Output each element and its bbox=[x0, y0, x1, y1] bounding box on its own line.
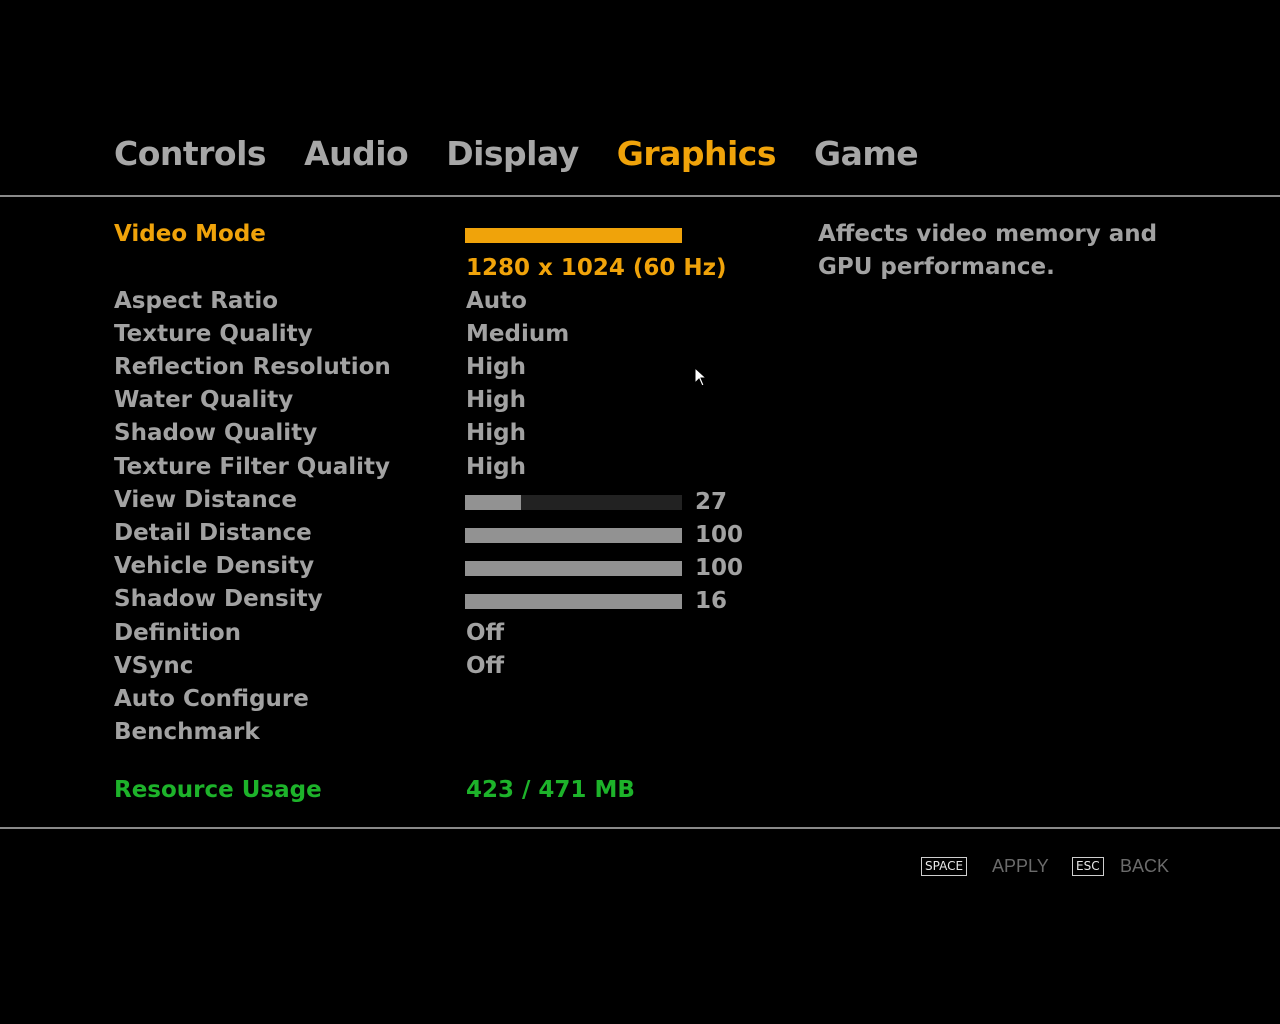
setting-texture-filter-quality[interactable]: Texture Filter Quality High bbox=[0, 453, 1280, 486]
tab-display[interactable]: Display bbox=[446, 134, 579, 173]
setting-label: Definition bbox=[114, 620, 242, 646]
setting-value: High bbox=[466, 354, 526, 380]
tab-graphics[interactable]: Graphics bbox=[616, 134, 777, 173]
shadow-density-value: 16 bbox=[695, 588, 728, 614]
setting-label: Texture Filter Quality bbox=[114, 454, 391, 480]
vehicle-density-slider[interactable] bbox=[465, 561, 682, 576]
shadow-density-slider-fill bbox=[465, 594, 682, 609]
esc-key-icon: ESC bbox=[1072, 857, 1104, 876]
mouse-cursor-icon bbox=[694, 367, 708, 387]
setting-value: High bbox=[466, 420, 526, 446]
setting-label: Auto Configure bbox=[114, 686, 309, 712]
setting-label: Texture Quality bbox=[114, 321, 313, 347]
setting-value: High bbox=[466, 387, 526, 413]
setting-value: Off bbox=[466, 653, 505, 679]
detail-distance-value: 100 bbox=[695, 522, 744, 548]
resource-usage-label: Resource Usage bbox=[114, 777, 322, 803]
setting-value: Medium bbox=[466, 321, 570, 347]
setting-value: Auto bbox=[466, 288, 527, 314]
view-distance-value: 27 bbox=[695, 489, 728, 515]
setting-description: Affects video memory and GPU performance… bbox=[818, 221, 1158, 280]
benchmark-button[interactable]: Benchmark bbox=[0, 718, 1280, 751]
setting-label: Benchmark bbox=[114, 719, 260, 745]
shadow-density-slider[interactable] bbox=[465, 594, 682, 609]
resource-usage-row: Resource Usage 423 / 471 MB bbox=[0, 776, 1280, 809]
tab-audio[interactable]: Audio bbox=[304, 134, 409, 173]
apply-button[interactable]: APPLY bbox=[992, 856, 1049, 876]
auto-configure-button[interactable]: Auto Configure bbox=[0, 685, 1280, 718]
setting-label: View Distance bbox=[114, 487, 297, 513]
video-mode-bar-fill bbox=[465, 228, 682, 243]
setting-label: Water Quality bbox=[114, 387, 294, 413]
setting-label: VSync bbox=[114, 653, 194, 679]
setting-aspect-ratio[interactable]: Aspect Ratio Auto bbox=[0, 287, 1280, 320]
detail-distance-slider[interactable] bbox=[465, 528, 682, 543]
view-distance-slider[interactable] bbox=[465, 495, 682, 510]
video-mode-bar[interactable] bbox=[465, 228, 682, 243]
vehicle-density-slider-fill bbox=[465, 561, 682, 576]
setting-shadow-quality[interactable]: Shadow Quality High bbox=[0, 419, 1280, 452]
video-mode-value: 1280 x 1024 (60 Hz) bbox=[466, 255, 727, 281]
footer-controls: SPACE APPLY ESC BACK bbox=[0, 855, 1280, 879]
setting-value: Off bbox=[466, 620, 505, 646]
settings-tabs: Controls Audio Display Graphics Game bbox=[114, 134, 956, 174]
setting-label: Shadow Density bbox=[114, 586, 323, 612]
setting-reflection-resolution[interactable]: Reflection Resolution High bbox=[0, 353, 1280, 386]
tab-controls[interactable]: Controls bbox=[114, 134, 267, 173]
setting-texture-quality[interactable]: Texture Quality Medium bbox=[0, 320, 1280, 353]
setting-label: Shadow Quality bbox=[114, 420, 318, 446]
setting-water-quality[interactable]: Water Quality High bbox=[0, 386, 1280, 419]
tab-game[interactable]: Game bbox=[814, 134, 919, 173]
setting-vehicle-density[interactable]: Vehicle Density 100 bbox=[0, 552, 1280, 585]
view-distance-slider-fill bbox=[465, 495, 522, 510]
space-key-icon: SPACE bbox=[921, 857, 968, 876]
setting-label: Detail Distance bbox=[114, 520, 312, 546]
vehicle-density-value: 100 bbox=[695, 555, 744, 581]
detail-distance-slider-fill bbox=[465, 528, 682, 543]
setting-vsync[interactable]: VSync Off bbox=[0, 652, 1280, 685]
setting-value: High bbox=[466, 454, 526, 480]
setting-view-distance[interactable]: View Distance 27 bbox=[0, 486, 1280, 519]
setting-definition[interactable]: Definition Off bbox=[0, 619, 1280, 652]
setting-label: Vehicle Density bbox=[114, 553, 315, 579]
setting-video-mode[interactable]: Video Mode bbox=[0, 220, 1280, 253]
resource-usage-value: 423 / 471 MB bbox=[466, 777, 635, 803]
setting-detail-distance[interactable]: Detail Distance 100 bbox=[0, 519, 1280, 552]
top-divider bbox=[0, 195, 1280, 197]
setting-shadow-density[interactable]: Shadow Density 16 bbox=[0, 585, 1280, 618]
video-mode-value-row: 1280 x 1024 (60 Hz) bbox=[0, 254, 1280, 287]
bottom-divider bbox=[0, 827, 1280, 829]
setting-label: Aspect Ratio bbox=[114, 288, 279, 314]
back-button[interactable]: BACK bbox=[1120, 856, 1170, 876]
setting-label: Reflection Resolution bbox=[114, 354, 391, 380]
setting-label: Video Mode bbox=[114, 221, 266, 247]
